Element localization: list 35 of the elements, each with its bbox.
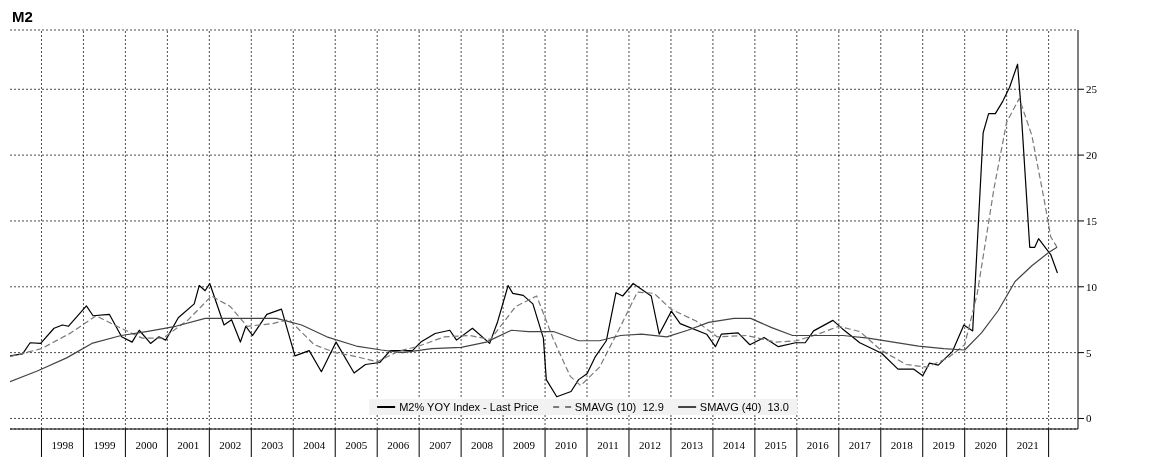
x-tick-label: 2005 [345, 439, 368, 451]
x-tick-label: 2019 [932, 439, 956, 451]
legend-label: SMAVG (40) 13.0 [699, 401, 789, 413]
x-tick-label: 2021 [1016, 439, 1039, 451]
x-tick-label: 2014 [722, 439, 746, 451]
legend-label: SMAVG (10) 12.9 [574, 401, 664, 413]
x-tick-label: 2004 [303, 439, 326, 451]
y-tick-label: 25 [1086, 83, 1098, 96]
x-tick-label: 2007 [429, 439, 452, 451]
x-tick-label: 2012 [638, 439, 661, 451]
x-tick-label: 2000 [135, 439, 158, 451]
y-tick-label: 5 [1086, 346, 1092, 359]
y-tick-label: 15 [1086, 214, 1098, 227]
x-tick-label: 2006 [387, 439, 410, 451]
x-tick-label: 2020 [974, 439, 998, 451]
x-tick-label: 2002 [219, 439, 242, 451]
x-tick-label: 2013 [680, 439, 704, 451]
legend-label: M2% YOY Index - Last Price [399, 401, 539, 413]
chart-title: M2 [12, 8, 33, 25]
x-tick-label: 2010 [555, 439, 578, 451]
x-tick-label: 1999 [93, 439, 116, 451]
x-tick-label: 2008 [471, 439, 494, 451]
x-tick-label: 2017 [848, 439, 872, 451]
y-tick-label: 10 [1086, 280, 1098, 293]
x-tick-label: 2011 [597, 439, 619, 451]
x-tick-label: 2003 [261, 439, 284, 451]
y-tick-label: 0 [1086, 412, 1092, 425]
x-tick-label: 2016 [806, 439, 830, 451]
x-tick-label: 2015 [764, 439, 788, 451]
x-tick-label: 2001 [177, 439, 200, 451]
y-tick-label: 20 [1086, 149, 1098, 161]
x-tick-label: 1998 [51, 439, 74, 451]
line-series [10, 246, 1058, 383]
x-tick-label: 2018 [890, 439, 914, 451]
x-tick-label: 2009 [513, 439, 536, 451]
